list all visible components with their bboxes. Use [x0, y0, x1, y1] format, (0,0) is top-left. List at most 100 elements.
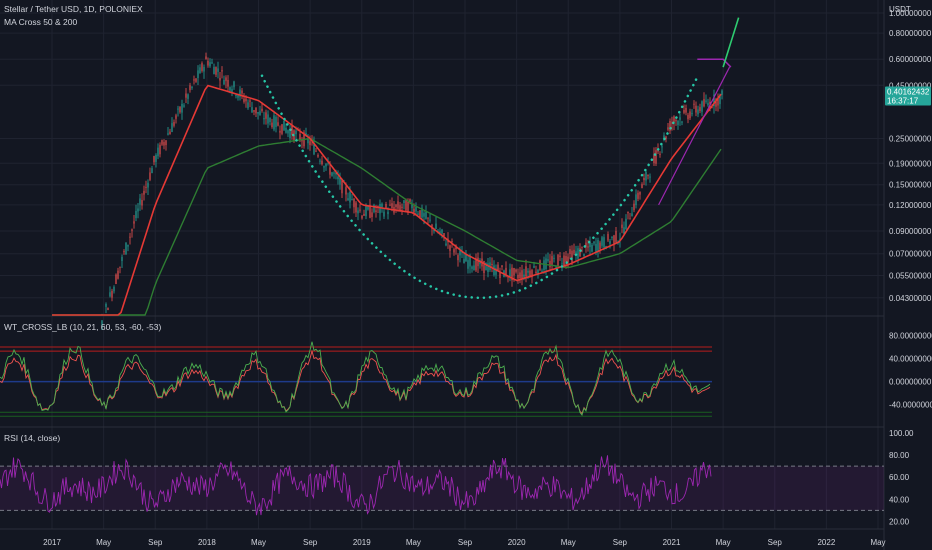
candle-body — [287, 130, 289, 134]
x-tick-label: 2022 — [817, 538, 835, 547]
y-tick-label: 0.07000000 — [889, 250, 932, 259]
candle-body — [331, 172, 333, 176]
candle-body — [285, 127, 287, 133]
candle-body — [181, 103, 183, 113]
x-tick-label: 2019 — [353, 538, 371, 547]
candle-body — [621, 224, 623, 228]
candle-body — [165, 140, 167, 146]
candle-body — [405, 199, 407, 211]
candle-body — [475, 258, 477, 271]
x-tick-label: May — [716, 538, 731, 547]
candle-body — [249, 100, 251, 102]
candle-body — [561, 263, 563, 265]
x-tick-label: May — [251, 538, 266, 547]
candle-body — [551, 256, 553, 265]
candle-body — [313, 143, 315, 155]
candle-body — [191, 86, 193, 88]
y-tick-label: 0.05500000 — [889, 272, 932, 281]
candle-body — [185, 93, 187, 98]
candle-body — [557, 254, 559, 266]
candle-body — [371, 212, 373, 217]
candle-body — [681, 121, 683, 123]
candle-body — [275, 116, 277, 127]
candle-body — [415, 207, 417, 212]
candle-body — [271, 122, 273, 128]
x-tick-label: May — [406, 538, 421, 547]
candle-body — [571, 250, 573, 263]
rsi-y-tick-label: 60.00 — [889, 473, 910, 482]
candle-body — [233, 81, 235, 88]
candle-body — [351, 198, 353, 200]
candle-body — [623, 227, 625, 235]
candle-body — [335, 172, 337, 175]
candle-body — [241, 90, 243, 94]
candle-body — [171, 123, 173, 132]
candles-group — [101, 52, 723, 330]
ma-indicator-label[interactable]: MA Cross 50 & 200 — [4, 17, 78, 27]
candle-body — [237, 94, 239, 98]
candle-body — [357, 210, 359, 214]
candle-body — [629, 218, 631, 220]
candle-body — [321, 160, 323, 165]
candle-body — [125, 242, 127, 255]
candle-body — [601, 237, 603, 246]
candle-body — [399, 205, 401, 211]
candle-body — [591, 244, 593, 252]
candle-body — [211, 62, 213, 64]
candle-body — [113, 286, 115, 292]
candle-body — [581, 246, 583, 248]
candle-body — [307, 138, 309, 144]
candle-body — [517, 274, 519, 279]
candle-body — [203, 66, 205, 72]
candle-body — [707, 103, 709, 106]
candle-body — [141, 200, 143, 206]
candle-body — [131, 229, 133, 231]
candle-body — [133, 221, 135, 224]
y-tick-label: 0.04300000 — [889, 294, 932, 303]
candle-body — [239, 89, 241, 97]
candle-body — [111, 290, 113, 298]
candle-body — [467, 260, 469, 269]
candle-body — [195, 78, 197, 82]
candle-body — [527, 270, 529, 273]
y-tick-label: 0.60000000 — [889, 55, 932, 64]
candle-body — [559, 255, 561, 258]
candle-body — [721, 90, 723, 95]
candle-body — [339, 177, 341, 185]
wt-y-tick-label: 40.00000000 — [889, 355, 932, 364]
ma200-line — [52, 137, 722, 316]
x-axis[interactable]: 2017 May Sep 2018 May Sep 2019 May Sep 2020 May Sep… — [43, 538, 885, 547]
y-tick-label: 0.15000000 — [889, 181, 932, 190]
candle-body — [137, 208, 139, 212]
candle-body — [487, 263, 489, 273]
wt-y-tick-label: 0.00000000 — [889, 378, 932, 387]
candle-body — [453, 249, 455, 253]
candle-body — [573, 249, 575, 254]
x-tick-label: Sep — [768, 538, 783, 547]
candle-body — [497, 264, 499, 271]
candle-body — [213, 66, 215, 75]
wt-indicator-label[interactable]: WT_CROSS_LB (10, 21, 60, 53, -60, -53) — [4, 322, 162, 332]
candle-body — [109, 292, 111, 297]
candle-body — [279, 130, 281, 133]
candle-body — [661, 146, 663, 148]
candle-body — [267, 114, 269, 124]
candle-body — [653, 153, 655, 164]
candle-body — [347, 198, 349, 201]
candle-body — [673, 116, 675, 123]
candle-body — [547, 259, 549, 261]
candle-body — [245, 98, 247, 102]
candle-body — [295, 130, 297, 135]
candle-body — [427, 217, 429, 219]
candle-body — [201, 63, 203, 71]
y-axis[interactable]: 1.00000000 0.80000000 0.60000000 0.45000000… — [889, 5, 932, 526]
candle-body — [385, 203, 387, 209]
candle-body — [157, 147, 159, 157]
candle-body — [221, 70, 223, 72]
wt-y-tick-label: -40.00000000 — [889, 401, 932, 410]
candle-body — [167, 133, 169, 135]
rsi-indicator-label[interactable]: RSI (14, close) — [4, 433, 61, 443]
candle-body — [715, 98, 717, 107]
